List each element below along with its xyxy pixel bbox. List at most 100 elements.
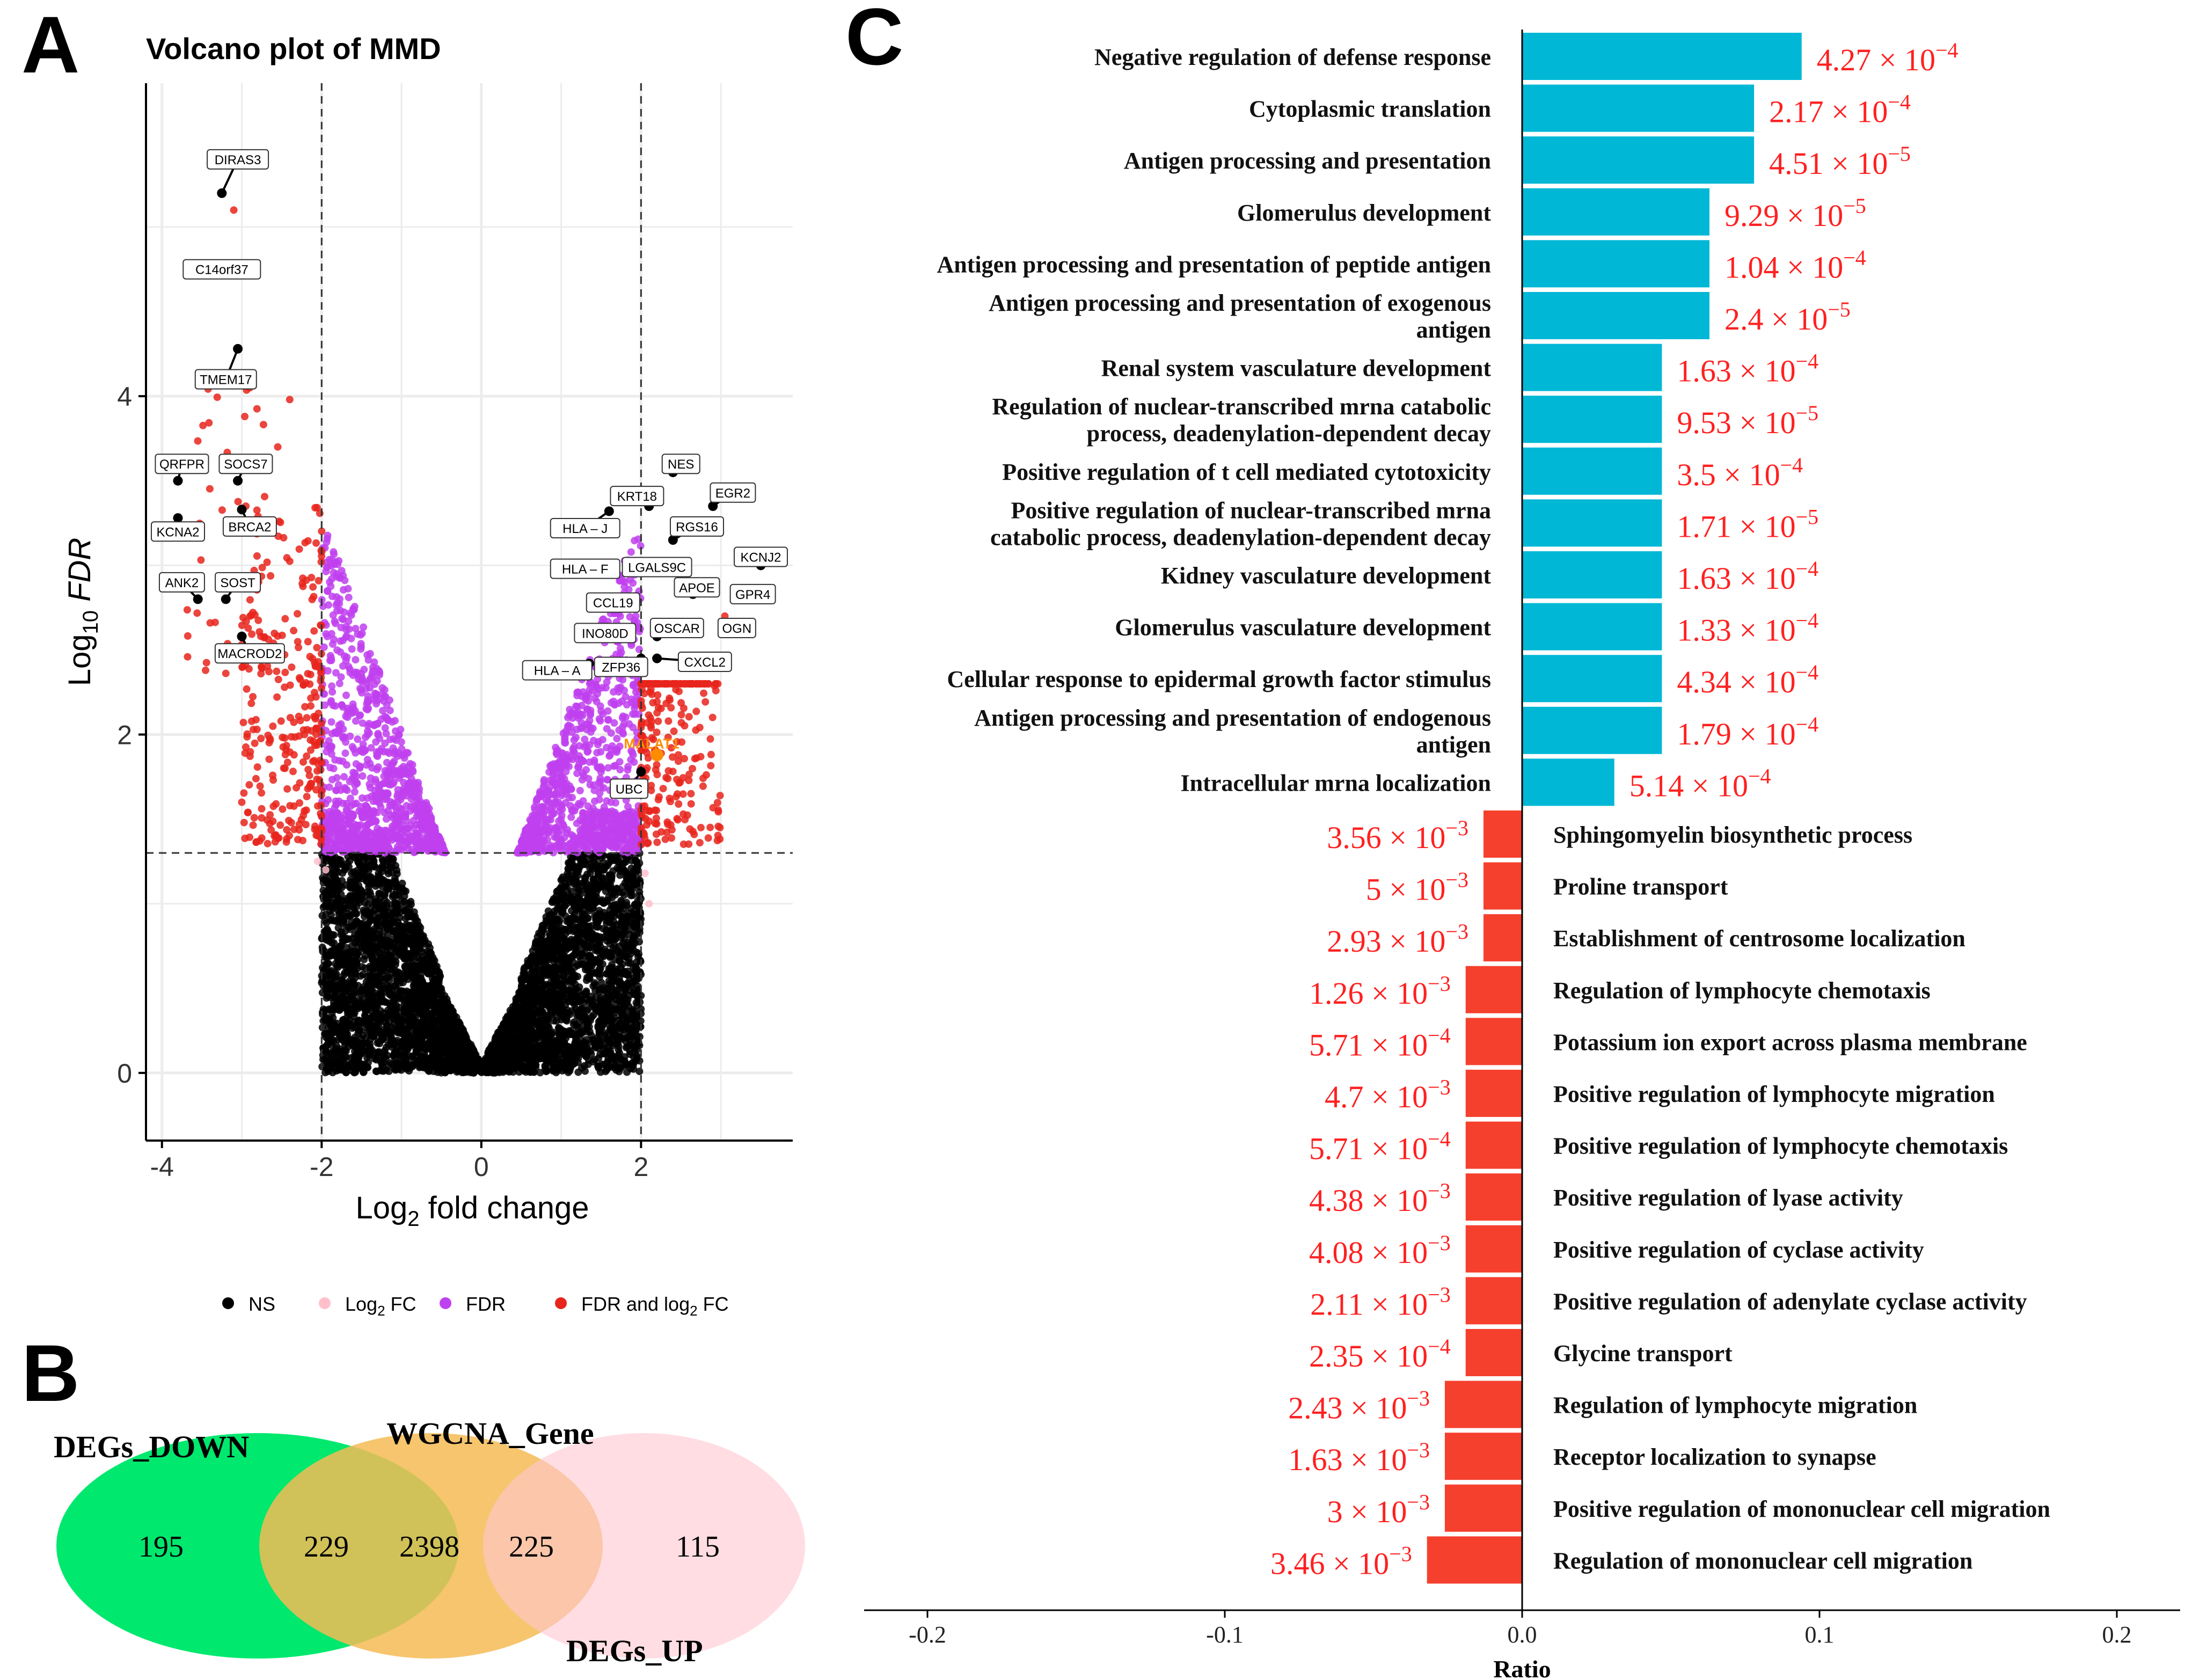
volcano-point-ns bbox=[458, 1034, 466, 1042]
volcano-point-ns bbox=[590, 1037, 598, 1045]
volcano-point-ns bbox=[602, 994, 610, 1002]
volcano-point-ns bbox=[610, 901, 618, 909]
volcano-point-ns bbox=[561, 978, 569, 987]
volcano-point-ns bbox=[416, 958, 424, 966]
volcano-point-ns bbox=[624, 971, 631, 979]
volcano-point-ns bbox=[627, 1064, 635, 1072]
volcano-point-ns bbox=[631, 967, 639, 975]
volcano-point-ns bbox=[610, 924, 618, 932]
volcano-point-ns bbox=[528, 1061, 536, 1069]
volcano-point-ns bbox=[505, 1063, 513, 1071]
volcano-point-ns bbox=[375, 1049, 383, 1057]
volcano-point-ns bbox=[405, 904, 413, 912]
volcano-point-ns bbox=[340, 1038, 348, 1046]
volcano-point-ns bbox=[434, 1050, 442, 1058]
volcano-point-ns bbox=[429, 956, 437, 964]
volcano-point-ns bbox=[510, 1006, 518, 1014]
volcano-point-ns bbox=[378, 1035, 386, 1043]
volcano-point-ns bbox=[558, 1003, 566, 1011]
volcano-point-ns bbox=[383, 857, 391, 865]
volcano-point-ns bbox=[419, 1029, 427, 1038]
volcano-point-ns bbox=[372, 1068, 381, 1076]
volcano-point-ns bbox=[338, 860, 346, 868]
volcano-point-ns bbox=[330, 992, 338, 1000]
volcano-point-ns bbox=[603, 1006, 611, 1014]
volcano-point-ns bbox=[542, 981, 550, 989]
volcano-point-ns bbox=[552, 1065, 560, 1073]
volcano-point-ns bbox=[571, 1043, 579, 1051]
volcano-point-ns bbox=[595, 937, 603, 945]
volcano-point-ns bbox=[536, 986, 544, 994]
volcano-point-ns bbox=[353, 1037, 361, 1045]
volcano-point-ns bbox=[436, 1006, 444, 1014]
volcano-point-ns bbox=[410, 914, 418, 922]
volcano-point-ns bbox=[548, 1039, 556, 1047]
volcano-point-ns bbox=[635, 1068, 644, 1076]
volcano-point-ns bbox=[400, 955, 408, 963]
volcano-point-ns bbox=[384, 943, 392, 951]
volcano-point-ns bbox=[479, 1062, 487, 1070]
volcano-point-ns bbox=[571, 893, 579, 901]
volcano-point-ns bbox=[606, 883, 614, 892]
volcano-point-ns bbox=[601, 984, 609, 992]
volcano-point-ns bbox=[380, 1009, 388, 1017]
volcano-point-ns bbox=[390, 916, 398, 924]
volcano-point-ns bbox=[569, 1020, 578, 1028]
volcano-point-ns bbox=[422, 1001, 429, 1009]
volcano-point-ns bbox=[591, 981, 599, 989]
volcano-point-ns bbox=[571, 937, 579, 945]
volcano-point-ns bbox=[517, 983, 525, 991]
volcano-point-ns bbox=[402, 1026, 410, 1034]
volcano-point-ns bbox=[586, 888, 594, 896]
volcano-point-ns bbox=[384, 882, 392, 890]
volcano-point-ns bbox=[629, 1016, 637, 1024]
volcano-point-ns bbox=[513, 1013, 521, 1021]
volcano-point-ns bbox=[597, 943, 605, 951]
volcano-point-ns bbox=[441, 1069, 449, 1077]
volcano-point-ns bbox=[448, 1030, 456, 1038]
volcano-point-ns bbox=[400, 1007, 408, 1016]
volcano-point-ns bbox=[572, 994, 580, 1002]
volcano-point-ns bbox=[382, 1027, 390, 1035]
volcano-point-ns bbox=[589, 875, 597, 883]
volcano-point-ns bbox=[570, 864, 578, 872]
volcano-point-ns bbox=[595, 867, 603, 875]
volcano-point-ns bbox=[339, 937, 347, 945]
volcano-point-ns bbox=[515, 994, 522, 1002]
volcano-point-ns bbox=[379, 1058, 388, 1067]
volcano-point-ns bbox=[574, 1068, 582, 1076]
volcano-point-ns bbox=[570, 1060, 578, 1068]
volcano-point-ns bbox=[435, 979, 443, 987]
volcano-point-ns bbox=[318, 989, 326, 997]
volcano-point-ns bbox=[532, 1050, 540, 1058]
volcano-point-ns bbox=[518, 976, 526, 984]
volcano-point-ns bbox=[413, 964, 421, 972]
volcano-point-ns bbox=[349, 902, 357, 910]
volcano-point-ns bbox=[539, 1026, 547, 1034]
volcano-point-ns bbox=[419, 1023, 427, 1031]
volcano-title: Volcano plot of MMD bbox=[146, 32, 441, 65]
volcano-point-ns bbox=[623, 901, 631, 909]
volcano-point-ns bbox=[422, 1046, 430, 1054]
volcano-point-ns bbox=[393, 1036, 401, 1044]
volcano-point-ns bbox=[342, 1020, 350, 1028]
volcano-point-ns bbox=[578, 1029, 586, 1038]
volcano-point-ns bbox=[611, 1005, 619, 1013]
volcano-point-ns bbox=[385, 984, 393, 992]
volcano-point-ns bbox=[381, 926, 389, 934]
volcano-point-ns bbox=[330, 870, 338, 878]
volcano-point-ns bbox=[615, 865, 623, 873]
volcano-point-ns bbox=[352, 917, 360, 925]
volcano-point-ns bbox=[615, 1016, 623, 1024]
volcano-point-ns bbox=[329, 1014, 337, 1022]
volcano-point-ns bbox=[602, 948, 610, 956]
volcano-point-ns bbox=[364, 1047, 372, 1055]
volcano-point-ns bbox=[635, 892, 644, 900]
volcano-point-ns bbox=[381, 889, 389, 897]
volcano-point-ns bbox=[606, 937, 614, 945]
volcano-point-ns bbox=[586, 1028, 594, 1035]
volcano-point-ns bbox=[508, 1024, 516, 1032]
volcano-point-ns bbox=[332, 1044, 340, 1053]
volcano-point-ns bbox=[613, 1054, 622, 1062]
volcano-point-ns bbox=[550, 1017, 558, 1025]
